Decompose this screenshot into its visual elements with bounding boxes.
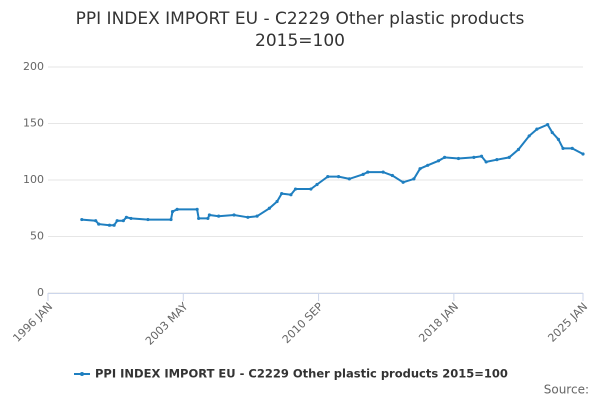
source: Source: bbox=[544, 383, 589, 397]
point bbox=[426, 163, 430, 167]
y-tick-label: 150 bbox=[23, 117, 44, 130]
point bbox=[390, 173, 394, 178]
point bbox=[255, 214, 259, 218]
point bbox=[129, 216, 133, 221]
point bbox=[456, 156, 461, 161]
legend-label: PPI INDEX IMPORT EU - C2229 Other plasti… bbox=[95, 367, 508, 381]
point bbox=[275, 199, 279, 204]
point bbox=[418, 167, 422, 171]
point bbox=[195, 207, 199, 211]
point bbox=[175, 207, 179, 211]
point bbox=[495, 158, 499, 162]
point bbox=[309, 187, 313, 191]
point bbox=[246, 215, 250, 219]
point bbox=[326, 175, 330, 179]
point bbox=[206, 216, 210, 221]
point bbox=[112, 223, 116, 227]
point bbox=[556, 137, 561, 141]
point bbox=[546, 123, 550, 127]
point bbox=[289, 193, 293, 197]
point bbox=[170, 210, 175, 214]
point bbox=[97, 222, 101, 226]
point bbox=[293, 187, 298, 191]
point bbox=[527, 134, 531, 138]
point bbox=[146, 217, 150, 222]
point bbox=[124, 215, 129, 219]
y-tick-label: 100 bbox=[23, 173, 44, 186]
point bbox=[94, 219, 98, 223]
y-tick-label: 50 bbox=[30, 230, 44, 243]
point bbox=[436, 159, 441, 163]
point bbox=[336, 175, 341, 179]
legend-marker bbox=[80, 372, 84, 376]
point bbox=[115, 219, 119, 223]
point bbox=[80, 217, 84, 222]
point bbox=[570, 146, 574, 150]
point bbox=[361, 172, 365, 176]
y-tick-label: 200 bbox=[23, 60, 44, 73]
point bbox=[267, 206, 271, 210]
point bbox=[232, 213, 236, 217]
x-tick-label: 2025 JAN bbox=[545, 300, 590, 345]
point bbox=[107, 223, 112, 227]
point bbox=[197, 216, 201, 221]
x-tick-label: 1996 JAN bbox=[10, 300, 55, 345]
point bbox=[280, 191, 284, 196]
point bbox=[484, 160, 488, 164]
point bbox=[347, 177, 351, 181]
point bbox=[479, 154, 484, 158]
point bbox=[507, 155, 511, 159]
point bbox=[169, 217, 173, 222]
point bbox=[472, 155, 476, 159]
point bbox=[217, 214, 221, 218]
point bbox=[315, 182, 319, 187]
point bbox=[412, 177, 416, 181]
x-tick-label: 2010 SEP bbox=[280, 300, 326, 346]
point bbox=[381, 170, 385, 174]
chart-title: PPI INDEX IMPORT EU - C2229 Other plasti… bbox=[75, 9, 525, 51]
point bbox=[401, 180, 405, 184]
point bbox=[121, 219, 125, 223]
point bbox=[516, 147, 521, 152]
point bbox=[535, 127, 539, 131]
point bbox=[561, 146, 565, 150]
point bbox=[366, 170, 370, 174]
x-tick-label: 2018 JAN bbox=[416, 300, 461, 345]
point bbox=[581, 152, 585, 156]
point bbox=[550, 130, 554, 135]
series-line bbox=[81, 123, 584, 227]
point bbox=[443, 155, 447, 159]
x-tick-label: 2003 MAY bbox=[143, 300, 191, 348]
y-tick-label: 0 bbox=[37, 286, 44, 299]
point bbox=[207, 213, 212, 217]
